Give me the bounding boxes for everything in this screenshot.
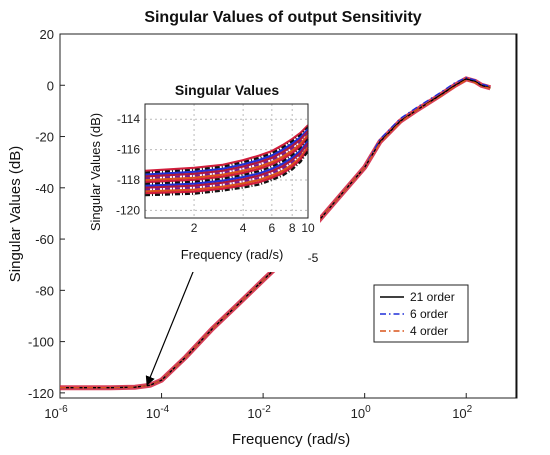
inset-series-line <box>144 126 309 174</box>
legend-label: 6 order <box>410 307 448 321</box>
inset-x-tick-label: 6 <box>268 221 275 235</box>
y-tick-label: 0 <box>47 78 54 93</box>
inset-series-line <box>144 142 309 189</box>
inset-x-tick-label: 4 <box>240 221 247 235</box>
inset-x-tick-label: 10 <box>301 221 315 235</box>
inset-plot-area <box>144 103 309 219</box>
inset-series-line <box>144 130 309 178</box>
series-line <box>60 79 491 389</box>
y-axis-label: Singular Values (dB) <box>7 146 24 282</box>
legend-label: 21 order <box>410 290 455 304</box>
plot-area <box>59 33 518 399</box>
inset-x-axis-label: Frequency (rad/s) <box>181 247 284 262</box>
x-tick-label: 10-2 <box>247 404 271 421</box>
y-tick-label: 20 <box>40 27 54 42</box>
inset-y-tick-label: -118 <box>117 173 140 187</box>
main-series <box>60 76 492 391</box>
x-axis-label: Frequency (rad/s) <box>232 431 350 448</box>
inset-series-line <box>144 146 309 193</box>
inset-ticks: 2 4 6 8 10 -114 -116 -118 -120 <box>116 112 315 235</box>
x-tick-label: 10-6 <box>44 404 68 421</box>
inset-y-tick-label: -116 <box>117 143 140 157</box>
x-tick-label: 10-4 <box>146 404 170 421</box>
x-tick-label: 100 <box>351 404 371 421</box>
inset-y-tick-label: -114 <box>117 112 140 126</box>
inset-x-tick-label: 8 <box>289 221 296 235</box>
inset-y-axis-label: Singular Values (dB) <box>88 113 103 231</box>
inset-series-line <box>144 124 309 172</box>
y-tick-label: -40 <box>35 181 54 196</box>
main-ticks: 20 0 -20 -40 -60 -80 -100 -120 10-6 10-4 10-2 100 10… <box>28 27 473 421</box>
x-tick-label: 102 <box>452 404 472 421</box>
legend: 21 order 6 order 4 order <box>373 284 469 343</box>
y-tick-label: -20 <box>35 130 54 145</box>
inset-title: Singular Values <box>175 82 279 98</box>
inset-x-tick-label: 2 <box>191 221 198 235</box>
y-tick-label: -80 <box>35 283 54 298</box>
chart-title: Singular Values of output Sensitivity <box>144 9 421 26</box>
inset-series-line <box>144 148 309 195</box>
inset-series-line <box>144 150 309 197</box>
inset-series-line <box>144 138 309 186</box>
inset-x-exponent: -5 <box>308 251 319 265</box>
y-tick-label: -60 <box>35 232 54 247</box>
inset-series-line <box>144 132 309 180</box>
inset-series-line <box>144 136 309 184</box>
inset-series-line <box>144 144 309 191</box>
inset-series-line <box>144 134 309 182</box>
y-tick-label: -120 <box>28 386 54 401</box>
y-tick-label: -100 <box>28 335 54 350</box>
inset-series-line <box>144 140 309 187</box>
legend-label: 4 order <box>410 324 448 338</box>
inset-series-line <box>144 128 309 176</box>
inset-series <box>144 124 309 197</box>
inset-y-tick-label: -120 <box>116 203 140 217</box>
